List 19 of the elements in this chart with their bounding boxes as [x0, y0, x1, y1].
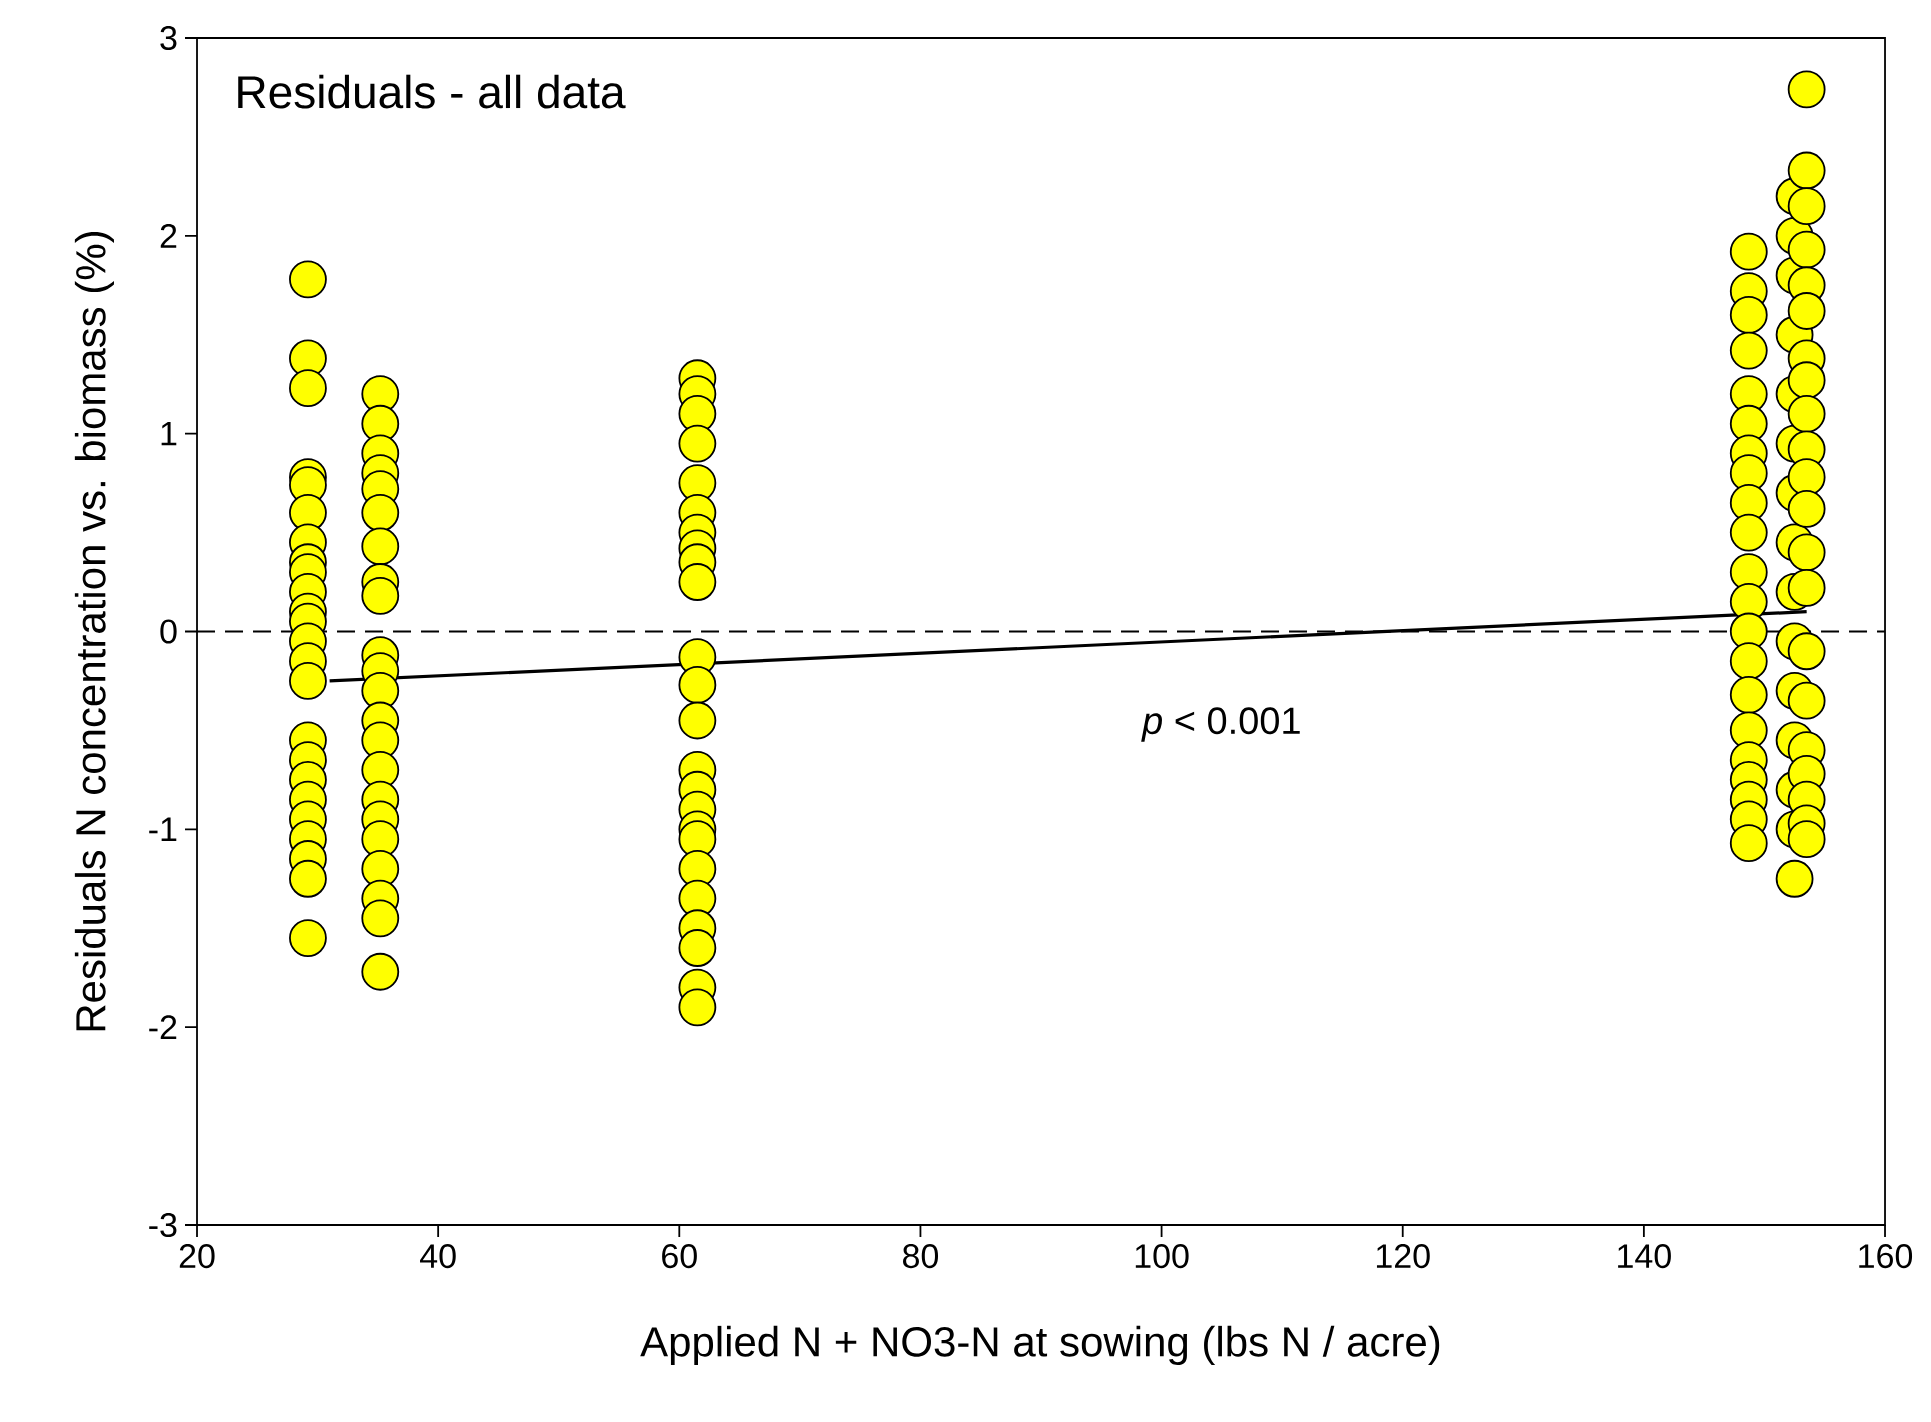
y-tick-label: 1	[161, 421, 177, 446]
x-tick-label: 140	[1618, 1244, 1671, 1269]
x-tick-label: 40	[420, 1244, 456, 1269]
x-tick-label: 160	[1859, 1244, 1913, 1269]
annotation: p < 0.001	[1141, 707, 1300, 742]
y-tick-label: 0	[160, 619, 177, 644]
x-tick-label: 60	[662, 1244, 697, 1269]
y-tick-label: 2	[160, 223, 177, 248]
y-tick-label: -1	[149, 817, 177, 842]
y-tick-label: 3	[160, 25, 177, 51]
x-tick-label: 80	[903, 1244, 939, 1269]
text: Residuals - all data	[238, 74, 626, 109]
x-tick-label: 100	[1135, 1244, 1189, 1269]
y-tick-label: -3	[149, 1212, 177, 1238]
x-tick-label: 20	[179, 1244, 215, 1269]
y-tick-label: -2	[149, 1015, 177, 1040]
y-axis-title: Residuals N concentration vs. biomass (%)	[74, 231, 114, 1031]
x-axis-title: Applied N + NO3-N at sowing (lbs N / acre)	[640, 1325, 1440, 1366]
x-tick-label: 120	[1376, 1244, 1430, 1269]
